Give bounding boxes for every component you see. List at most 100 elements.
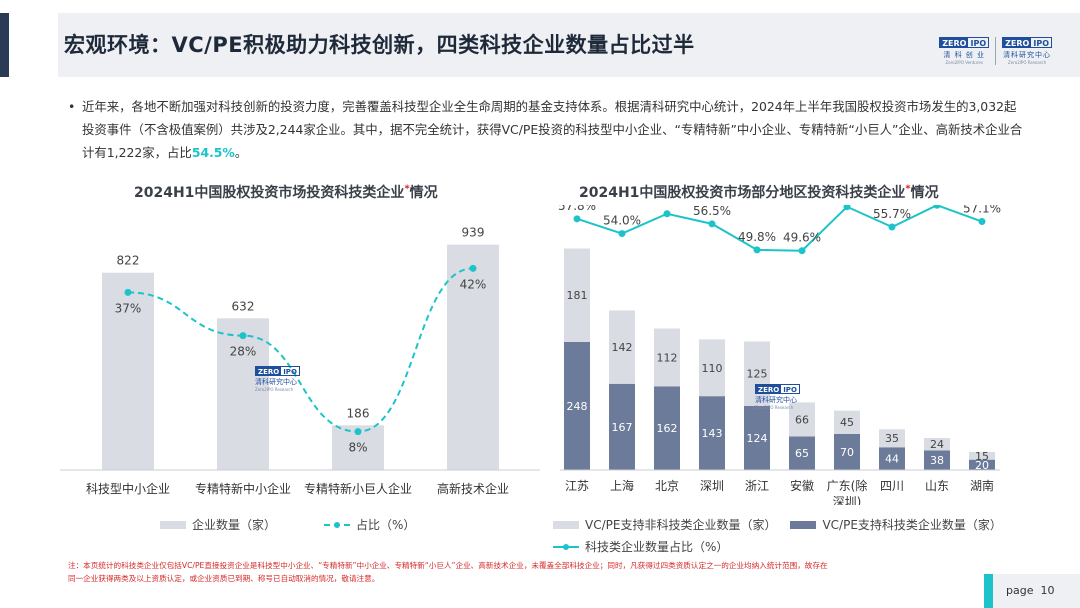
left-chart: 822 科技型中小企业 632 专精特新中小企业 186 专精特新小巨人企业 939 高新技术… (60, 226, 540, 496)
page-number: page 10 (1006, 584, 1055, 597)
ratio-label: 8% (348, 441, 367, 455)
intro-text: 近年来，各地不断加强对科技创新的投资力度，完善覆盖科技型企业全生命周期的基金支持… (82, 99, 1023, 160)
bar (102, 272, 154, 470)
tech-value-label: 38 (930, 454, 944, 467)
ratio-point (843, 205, 851, 211)
legend-ratio-swatch (553, 543, 579, 550)
ratio-point (573, 215, 581, 223)
bar-value-label: 632 (232, 299, 255, 313)
nontech-bar (924, 437, 950, 451)
ratio-point (663, 210, 671, 218)
legend-line-swatch (324, 521, 351, 528)
tech-bar (744, 405, 770, 470)
tech-bar (834, 433, 860, 470)
legend-line-label: 占比（%） (356, 518, 416, 532)
x-tick-label: 专精特新小巨人企业 (304, 481, 412, 496)
tech-value-label: 44 (885, 453, 899, 466)
legend-tech-swatch (790, 520, 817, 529)
legend-tech-label: VC/PE支持科技类企业数量（家） (822, 518, 1002, 532)
tech-value-label: 124 (747, 432, 768, 445)
nontech-bar (834, 410, 860, 434)
x-tick-label: 专精特新中小企业 (195, 481, 291, 496)
nontech-bar (609, 310, 635, 384)
legend-nontech-label: VC/PE支持非科技类企业数量（家） (585, 518, 777, 532)
title-background (58, 13, 1080, 77)
watermark-logo-right: ZERO IPO 清科研究中心 Zero2IPO Research (755, 384, 800, 410)
nontech-bar (744, 341, 770, 406)
right-chart-title: 2024H1中国股权投资市场部分地区投资科技类企业*情况 (579, 183, 939, 201)
tech-bar (564, 341, 590, 470)
tech-value-label: 65 (795, 447, 809, 460)
ratio-label: 57.8% (558, 205, 596, 213)
ratio-point (888, 223, 896, 231)
ratio-point (708, 220, 716, 228)
tech-bar (879, 447, 905, 470)
tech-bar (924, 450, 950, 470)
nontech-value-label: 66 (795, 413, 809, 426)
tech-bar (609, 383, 635, 470)
ratio-point (469, 264, 477, 272)
intro-paragraph: • 近年来，各地不断加强对科技创新的投资力度，完善覆盖科技型企业全生命周期的基金… (68, 95, 1028, 164)
nontech-value-label: 24 (930, 438, 944, 451)
page-title: 宏观环境：VC/PE积极助力科技创新，四类科技企业数量占比过半 (64, 33, 695, 57)
zero2ipo-ventures-logo: ZERO IPO 清 科 创 业 Zero2IPO Ventures (939, 37, 990, 65)
ratio-point (933, 205, 941, 209)
ratio-label: 28% (230, 345, 257, 359)
ratio-label: 37% (115, 301, 142, 315)
nontech-bar (789, 402, 815, 437)
bullet-icon: • (68, 99, 76, 114)
tech-bar (969, 459, 995, 470)
tech-bar (699, 396, 725, 470)
nontech-bar (654, 328, 680, 387)
ratio-point (978, 218, 986, 226)
page-number-box: page 10 (984, 574, 1080, 608)
tech-value-label: 143 (702, 427, 723, 440)
tech-bar (789, 436, 815, 470)
tech-bar (654, 386, 680, 470)
x-tick-label: 四川 (880, 479, 904, 493)
tech-value-label: 162 (657, 422, 678, 435)
bar-value-label: 186 (347, 406, 370, 420)
nontech-value-label: 181 (567, 289, 588, 302)
nontech-bar (699, 339, 725, 397)
ratio-label: 56.5% (693, 205, 731, 218)
bar (217, 318, 269, 470)
ratio-line (127, 267, 474, 433)
right-legend-row1: VC/PE支持非科技类企业数量（家） VC/PE支持科技类企业数量（家） (553, 516, 1002, 533)
ratio-label: 55.7% (873, 207, 911, 221)
x-tick-label: 深圳 (700, 479, 724, 493)
watermark-logo-left: ZERO IPO 清科研究中心 Zero2IPO Research (255, 366, 300, 392)
nontech-value-label: 142 (612, 341, 633, 354)
ratio-point (124, 288, 132, 296)
x-tick-label: 上海 (610, 478, 634, 493)
x-tick-label: 北京 (655, 479, 679, 493)
legend-nontech-swatch (553, 520, 579, 529)
ratio-point (618, 230, 626, 238)
header-logos: ZERO IPO 清 科 创 业 Zero2IPO Ventures ZERO IP… (939, 37, 1052, 65)
ratio-line (576, 205, 983, 252)
nontech-bar (879, 429, 905, 448)
right-legend-row2: 科技类企业数量占比（%） (553, 538, 728, 555)
right-chart: 248 181 江苏 167 142 上海 162 112 北京 143 110 深圳 124 125 浙江… (558, 205, 1001, 505)
x-tick-label: 山东 (925, 479, 949, 493)
x-tick-label: 浙江 (745, 479, 769, 493)
title-band: 宏观环境：VC/PE积极助力科技创新，四类科技企业数量占比过半 ZERO IPO … (0, 13, 1080, 77)
x-tick-label: 科技型中小企业 (86, 481, 170, 496)
ratio-label: 59.1% (648, 205, 686, 208)
tech-value-label: 167 (612, 421, 633, 434)
left-legend: 企业数量（家） 占比（%） (160, 516, 415, 533)
nontech-value-label: 110 (702, 362, 723, 375)
x-tick-label: 广东(除 (827, 478, 868, 493)
nontech-value-label: 125 (747, 368, 768, 381)
ratio-point (798, 247, 806, 255)
logo-divider (995, 37, 997, 65)
ratio-label: 57.1% (963, 205, 1001, 216)
page-accent-bar (984, 574, 993, 608)
bar-value-label: 939 (462, 226, 485, 240)
nontech-value-label: 15 (975, 450, 989, 463)
footnote: 注：本页统计的科技类企业仅包括VC/PE直接投资企业是科技型中小企业、“专精特新… (68, 561, 828, 583)
nontech-bar (564, 248, 590, 342)
zero2ipo-research-logo: ZERO IPO 清科研究中心 Zero2IPO Research (1002, 37, 1052, 65)
x-tick-label: 江苏 (565, 479, 589, 493)
left-chart-title: 2024H1中国股权投资市场投资科技类企业*情况 (134, 183, 438, 201)
